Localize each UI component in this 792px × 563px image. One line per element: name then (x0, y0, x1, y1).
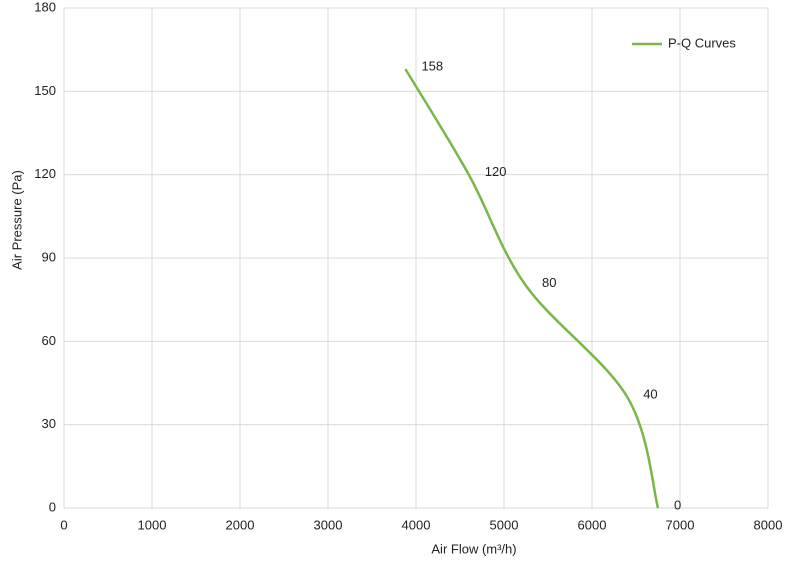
x-tick-label: 1000 (138, 517, 167, 532)
data-label: 80 (542, 275, 556, 290)
data-label: 120 (485, 164, 507, 179)
legend-label: P-Q Curves (668, 35, 736, 50)
y-axis-title: Air Pressure (Pa) (9, 170, 24, 270)
data-label: 40 (643, 386, 657, 401)
x-tick-label: 7000 (666, 517, 695, 532)
y-tick-label: 0 (49, 499, 56, 514)
series-line (404, 68, 660, 509)
y-tick-label: 60 (42, 333, 56, 348)
y-tick-label: 180 (34, 0, 56, 14)
data-label: 0 (674, 497, 681, 512)
y-tick-label: 30 (42, 416, 56, 431)
y-tick-label: 90 (42, 249, 56, 264)
data-label: 158 (421, 59, 443, 74)
x-tick-label: 4000 (402, 517, 431, 532)
y-tick-label: 120 (34, 166, 56, 181)
x-tick-label: 6000 (578, 517, 607, 532)
x-tick-label: 2000 (226, 517, 255, 532)
x-axis-title: Air Flow (m³/h) (431, 541, 516, 556)
y-tick-label: 150 (34, 83, 56, 98)
x-tick-label: 3000 (314, 517, 343, 532)
x-tick-label: 0 (60, 517, 67, 532)
x-tick-label: 5000 (490, 517, 519, 532)
x-tick-label: 8000 (754, 517, 783, 532)
